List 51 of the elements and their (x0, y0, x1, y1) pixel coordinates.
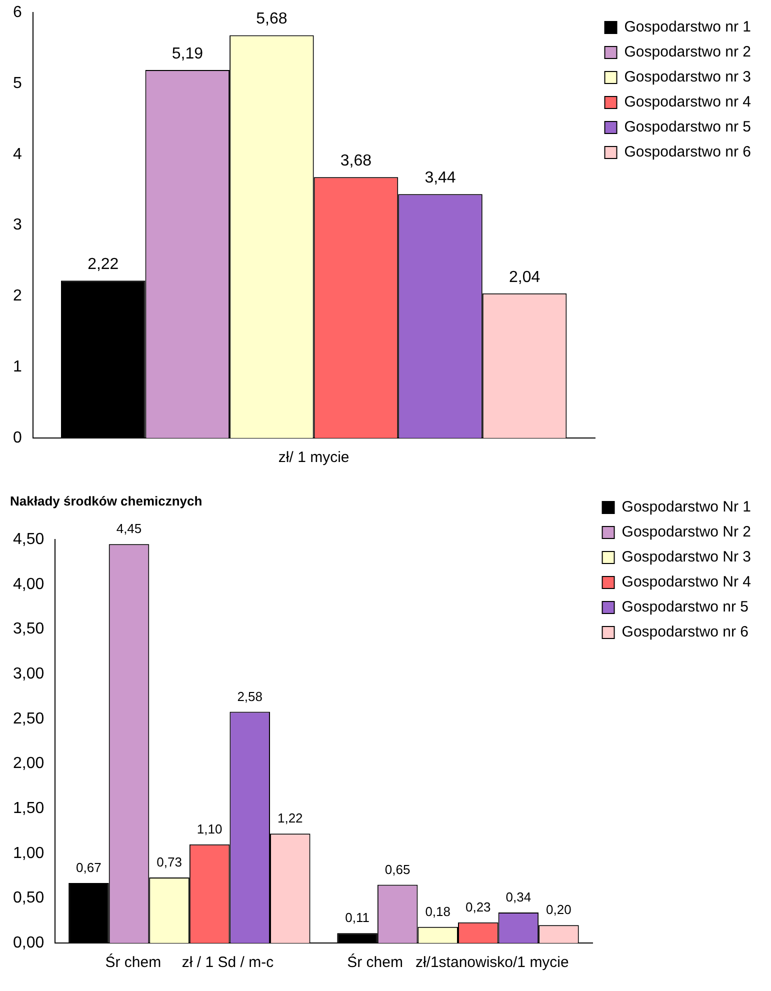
y-tick-label: 0,50 (13, 890, 44, 907)
data-label: 3,44 (424, 170, 456, 187)
y-tick-label: 2 (12, 288, 22, 305)
y-tick-label: 4,00 (13, 576, 44, 593)
y-tick-label: 6 (12, 4, 22, 22)
legend-label: Gospodarstwo nr 4 (624, 94, 752, 111)
y-tick-label: 0,00 (13, 934, 44, 952)
legend-label: Gospodarstwo nr 3 (624, 68, 752, 86)
legend-label: Gospodarstwo nr 5 (624, 118, 752, 136)
y-tick-label: 3,50 (13, 620, 44, 638)
legend-label: Gospodarstwo Nr 3 (622, 548, 752, 566)
data-label: 2,22 (88, 256, 119, 274)
y-tick-label: 2,00 (13, 755, 44, 772)
data-label: 3,68 (340, 152, 372, 170)
data-label: 4,45 (116, 521, 142, 536)
y-tick-label: 3,00 (13, 665, 44, 682)
legend-label: Gospodarstwo Nr 4 (622, 574, 752, 591)
y-tick-label: 3 (12, 216, 22, 234)
data-label: 0,23 (465, 899, 491, 914)
legend-label: Gospodarstwo nr 5 (622, 598, 749, 616)
data-label: 0,67 (76, 860, 102, 876)
data-label: 5,19 (172, 45, 204, 62)
legend-label: Gospodarstwo nr 6 (624, 144, 752, 161)
data-label: 0,73 (156, 854, 182, 870)
data-label: 1,22 (277, 810, 303, 826)
chart-title: Nakłady środków chemicznych (10, 493, 202, 508)
data-label: 0,11 (345, 910, 370, 926)
x-tick-label: Śr chem zł / 1 Sd / m-c (105, 953, 274, 972)
legend-label: Gospodarstwo Nr 2 (622, 524, 752, 541)
data-label: 5,68 (256, 10, 288, 28)
data-label: 0,34 (506, 890, 532, 905)
y-tick-label: 4 (12, 146, 22, 163)
data-label: 0,65 (384, 862, 410, 877)
y-tick-label: 1,50 (13, 800, 44, 817)
y-tick-label: 0 (12, 429, 22, 446)
legend-label: Gospodarstwo nr 2 (624, 44, 752, 61)
x-tick-label: zł/ 1 mycie (278, 449, 350, 466)
y-tick-label: 1 (12, 358, 22, 376)
x-tick-label: Śr chem zł/1stanowisko/1 mycie (347, 953, 569, 972)
y-tick-label: 2,50 (13, 710, 44, 728)
legend-label: Gospodarstwo nr 6 (622, 624, 749, 641)
data-label: 2,58 (237, 688, 263, 704)
data-label: 2,04 (508, 268, 540, 286)
legend-label: Gospodarstwo Nr 1 (622, 498, 752, 516)
legend-label: Gospodarstwo nr 1 (624, 18, 752, 36)
data-label: 1,10 (196, 821, 222, 836)
data-label: 0,18 (425, 904, 451, 919)
y-tick-label: 5 (12, 74, 22, 92)
data-label: 0,20 (546, 902, 572, 918)
y-tick-label: 1,00 (13, 844, 44, 862)
y-tick-label: 4,50 (13, 531, 44, 548)
